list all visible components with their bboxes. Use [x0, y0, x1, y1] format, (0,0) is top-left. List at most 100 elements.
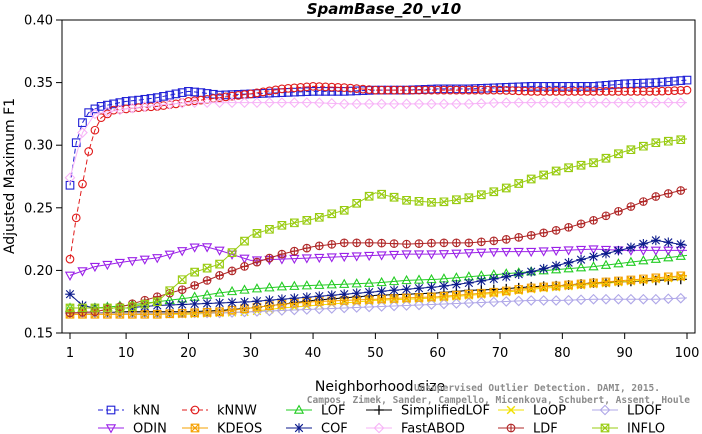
data-point [215, 259, 224, 269]
data-point [271, 88, 281, 98]
data-point [388, 98, 400, 110]
data-point [613, 245, 624, 256]
data-point [576, 82, 586, 91]
data-point [551, 260, 561, 271]
data-point [657, 77, 667, 87]
data-point [215, 307, 224, 317]
data-point [675, 250, 686, 260]
data-point [650, 97, 662, 109]
data-point [506, 405, 516, 415]
watermark-line-2: Campos, Zimek, Sander, Campello, Micenko… [307, 395, 690, 406]
data-point [338, 98, 350, 110]
data-point [501, 86, 511, 95]
data-point [488, 296, 500, 308]
data-point [239, 306, 250, 318]
data-point [184, 87, 193, 96]
data-point [401, 284, 412, 294]
data-point [351, 278, 362, 288]
data-point [526, 266, 536, 277]
data-point [402, 195, 411, 205]
data-point [651, 138, 661, 148]
data-point [506, 423, 516, 433]
data-point [352, 295, 362, 305]
data-point [489, 236, 499, 246]
data-point [227, 297, 237, 308]
data-point [638, 239, 649, 249]
data-point [271, 85, 281, 95]
data-point [90, 104, 100, 114]
data-point [508, 86, 517, 95]
data-point [126, 102, 138, 114]
data-point [551, 281, 561, 291]
data-point [152, 297, 162, 307]
data-point [483, 85, 492, 95]
data-point [389, 294, 399, 303]
data-point [575, 97, 587, 109]
data-point [501, 286, 511, 296]
data-point [103, 109, 112, 119]
data-point [439, 85, 449, 95]
data-point [103, 303, 112, 313]
data-point [676, 186, 686, 195]
data-point [501, 183, 511, 193]
data-point [202, 89, 212, 98]
data-point [533, 82, 542, 91]
data-point [551, 87, 561, 96]
data-point [639, 87, 648, 96]
data-point [201, 97, 213, 109]
data-point [458, 85, 467, 95]
legend-item-ldof: LDOF [592, 404, 662, 419]
data-point [413, 250, 425, 260]
data-point [283, 84, 293, 93]
data-point [190, 405, 200, 415]
legend-item-inflo: INFLO [592, 422, 665, 434]
data-point [414, 293, 424, 302]
data-point [539, 82, 549, 91]
data-point [376, 301, 387, 312]
data-point [290, 246, 299, 256]
data-point [626, 242, 636, 253]
data-point [576, 87, 586, 96]
data-point [294, 423, 304, 433]
data-point [675, 292, 687, 304]
legend-label: COF [321, 422, 348, 434]
data-point [389, 285, 399, 295]
data-point [90, 125, 100, 135]
legend-item-loop: LoOP [498, 404, 566, 419]
data-point [351, 288, 362, 298]
data-point [438, 298, 450, 310]
data-point [451, 98, 462, 110]
data-point [576, 160, 586, 170]
data-point [613, 97, 624, 109]
data-point [326, 279, 337, 289]
data-point [639, 141, 648, 151]
data-point [388, 275, 400, 286]
x-axis-title: Neighborhood size [315, 379, 445, 395]
data-point [599, 404, 611, 416]
data-point [389, 192, 399, 202]
data-point [632, 87, 642, 96]
x-tick-label: 90 [616, 346, 633, 361]
data-point [464, 85, 474, 95]
data-point [420, 85, 430, 95]
data-point [470, 85, 480, 95]
x-tick-label: 20 [180, 346, 197, 361]
data-point [78, 118, 87, 128]
data-point [333, 83, 343, 92]
data-point [663, 272, 673, 282]
data-point [675, 97, 687, 109]
data-point [639, 197, 648, 206]
data-point [201, 243, 213, 253]
data-point [376, 98, 387, 110]
data-point [588, 245, 599, 255]
data-point [550, 246, 562, 257]
data-point [227, 91, 237, 101]
data-point [575, 262, 587, 272]
data-point [613, 293, 624, 305]
data-point [139, 301, 150, 312]
data-point [489, 83, 499, 93]
data-point [314, 82, 324, 91]
data-point [152, 309, 162, 319]
data-point [276, 281, 288, 291]
data-point [651, 192, 661, 201]
